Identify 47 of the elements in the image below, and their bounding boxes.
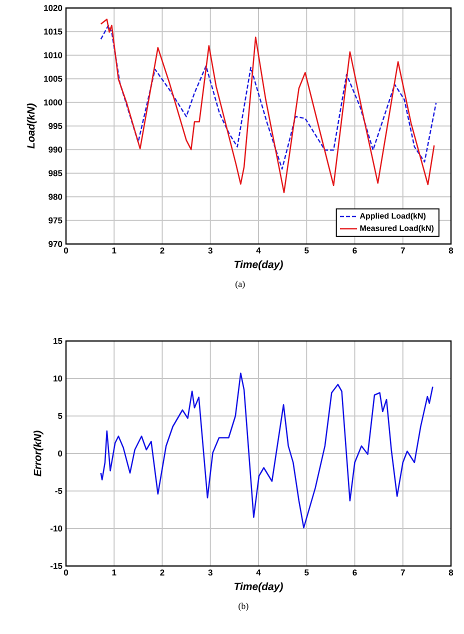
y-axis-title: Load(kN) xyxy=(26,104,37,149)
y-tick-label: -10 xyxy=(50,525,62,532)
x-tick-label: 4 xyxy=(256,248,261,254)
y-tick-label: 980 xyxy=(48,194,62,200)
x-tick-label: 2 xyxy=(160,570,164,576)
x-tick-label: 8 xyxy=(448,248,454,254)
x-tick-label: 1 xyxy=(112,570,116,576)
x-tick-label: 6 xyxy=(352,570,357,576)
y-tick-label: 0 xyxy=(58,450,62,456)
y-tick-label: 985 xyxy=(48,170,62,176)
x-tick-label: 7 xyxy=(400,248,405,254)
y-tick-label: 15 xyxy=(54,338,62,344)
x-tick-label: 3 xyxy=(208,570,212,576)
y-tick-label: 970 xyxy=(48,240,62,247)
x-tick-label: 4 xyxy=(256,570,261,576)
y-tick-label: 1000 xyxy=(44,99,62,106)
line-series xyxy=(100,18,435,194)
x-tick-label: 2 xyxy=(160,248,164,254)
text: (b) xyxy=(238,602,248,611)
y-tick-label: 5 xyxy=(58,413,62,419)
x-tick-label: 8 xyxy=(448,570,454,576)
line-series xyxy=(100,372,434,528)
y-tick-label: 1005 xyxy=(44,76,62,82)
y-axis-title: Error(kN) xyxy=(34,430,44,476)
y-tick-label: -15 xyxy=(50,563,62,569)
y-tick-label: 975 xyxy=(48,217,62,224)
x-axis-title: Time(day) xyxy=(234,582,283,592)
y-tick-label: 1010 xyxy=(44,52,62,58)
text: (a) xyxy=(236,280,245,289)
line-series xyxy=(100,24,437,170)
x-tick-label: 6 xyxy=(352,248,357,254)
x-tick-label: 5 xyxy=(304,570,309,576)
y-tick-label: -5 xyxy=(55,488,62,494)
y-tick-label: 990 xyxy=(48,146,62,153)
x-tick-label: 0 xyxy=(64,248,68,254)
y-tick-label: 10 xyxy=(54,375,62,382)
legend-label: Measured Load(kN) xyxy=(360,225,434,233)
y-tick-label: 1020 xyxy=(44,4,62,11)
x-tick-label: 5 xyxy=(304,248,309,254)
x-tick-label: 0 xyxy=(64,570,68,576)
legend-label: Applied Load(kN) xyxy=(360,212,426,220)
y-tick-label: 995 xyxy=(48,122,62,129)
x-tick-label: 3 xyxy=(208,248,212,254)
x-axis-title: Time(day) xyxy=(234,260,283,270)
x-tick-label: 1 xyxy=(112,248,116,254)
y-tick-label: 1015 xyxy=(44,28,62,35)
x-tick-label: 7 xyxy=(400,570,405,576)
